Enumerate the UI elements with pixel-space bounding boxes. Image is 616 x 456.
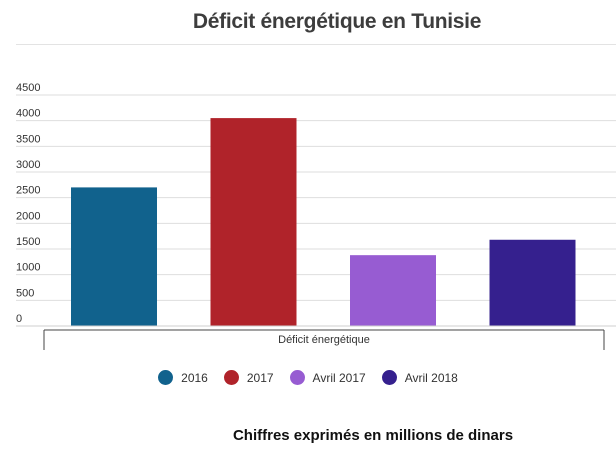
legend-item: 2017 bbox=[223, 370, 274, 385]
y-tick-label: 0 bbox=[16, 313, 22, 325]
y-tick-label: 2000 bbox=[16, 210, 40, 222]
legend-label: Avril 2017 bbox=[312, 370, 366, 385]
y-axis-ticks: 0 500 1000 1500 2000 2500 3000 3500 4000 4500 bbox=[16, 82, 40, 325]
legend: 2016 2017 Avril 2017 Avril 2018 bbox=[0, 370, 616, 385]
bars bbox=[71, 118, 576, 326]
legend-swatch bbox=[381, 370, 397, 385]
legend-item: Avril 2017 bbox=[289, 370, 366, 385]
x-axis: Déficit énergétique bbox=[16, 325, 616, 350]
legend-swatch bbox=[223, 370, 239, 385]
y-tick-label: 1500 bbox=[16, 236, 40, 248]
title-divider bbox=[16, 44, 616, 45]
bar-2017 bbox=[210, 118, 297, 326]
y-tick-label: 500 bbox=[16, 287, 34, 299]
legend-label: Avril 2018 bbox=[404, 370, 458, 385]
y-tick-label: 4500 bbox=[16, 82, 40, 94]
chart-title: Déficit énergétique en Tunisie bbox=[192, 10, 482, 33]
legend-label: 2017 bbox=[246, 370, 274, 385]
bar-avril-2017 bbox=[350, 255, 436, 326]
legend-swatch bbox=[289, 370, 305, 385]
x-category-label: Déficit énergétique bbox=[278, 334, 370, 346]
y-tick-label: 1000 bbox=[16, 262, 40, 274]
legend-item: 2016 bbox=[158, 370, 208, 385]
legend-label: 2016 bbox=[181, 370, 208, 385]
legend-item: Avril 2018 bbox=[381, 370, 458, 385]
y-tick-label: 4000 bbox=[16, 108, 40, 120]
bar-avril-2018 bbox=[489, 239, 576, 326]
y-tick-label: 3000 bbox=[16, 159, 40, 171]
bar-2016 bbox=[71, 187, 157, 326]
chart-caption: Chiffres exprimés en millions de dinars bbox=[232, 427, 514, 444]
legend-swatch bbox=[158, 370, 174, 385]
y-tick-label: 3500 bbox=[16, 133, 40, 145]
y-tick-label: 2500 bbox=[16, 185, 40, 197]
